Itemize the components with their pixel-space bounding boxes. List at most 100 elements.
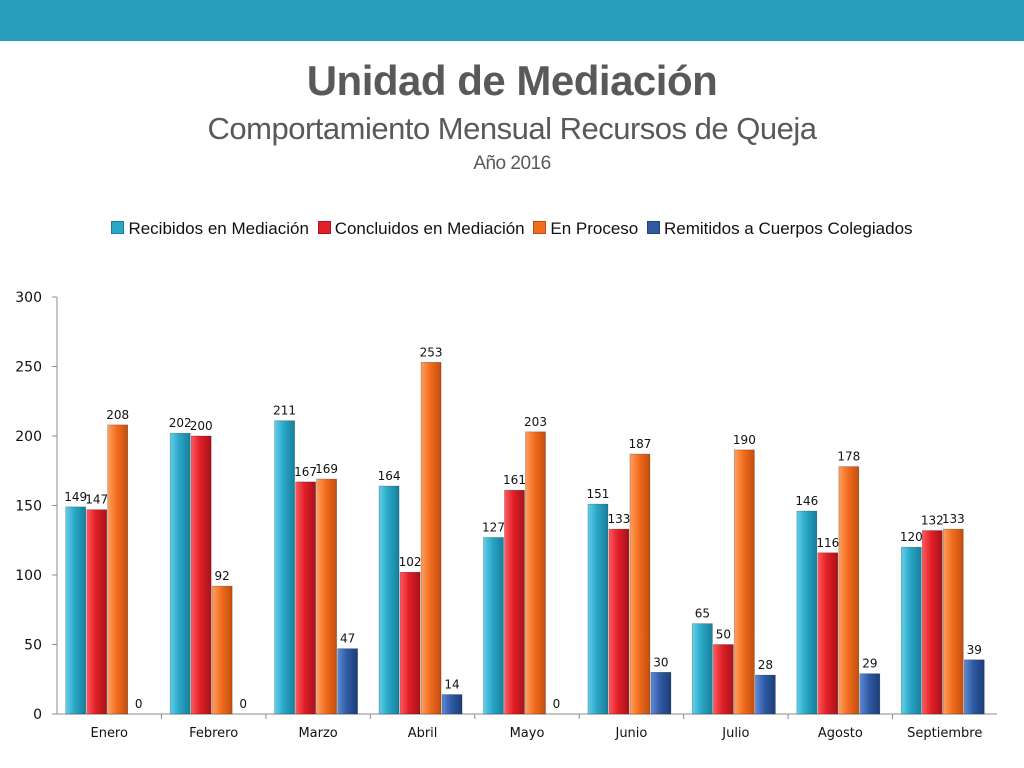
- data-label: 203: [524, 415, 547, 429]
- legend-item-en-proceso: En Proceso: [533, 219, 638, 239]
- data-label: 190: [733, 433, 756, 447]
- bar-recibidos-enero: [65, 506, 87, 715]
- data-label: 30: [653, 655, 668, 669]
- data-label: 146: [795, 494, 818, 508]
- x-tick-label: Enero: [90, 726, 128, 741]
- bar-recibidos-agosto: [796, 510, 818, 715]
- bar-remitidos-junio: [650, 671, 672, 715]
- x-tick-label: Mayo: [510, 726, 545, 741]
- top-accent-bar: [0, 0, 1024, 41]
- legend-item-remitidos: Remitidos a Cuerpos Colegiados: [647, 219, 913, 239]
- page-title: Unidad de Mediación: [306, 57, 718, 104]
- legend-label-concluidos: Concluidos en Mediación: [334, 219, 525, 238]
- y-tick-label: 100: [15, 568, 42, 584]
- bar-recibidos-septiembre: [900, 546, 922, 715]
- bar-recibidos-julio: [692, 623, 713, 715]
- data-label: 187: [628, 437, 651, 451]
- bar-en-enero: [107, 424, 129, 715]
- bar-en-febrero: [211, 585, 233, 715]
- data-label: 200: [190, 419, 213, 433]
- legend-label-remitidos: Remitidos a Cuerpos Colegiados: [664, 219, 913, 238]
- bar-en-marzo: [316, 478, 337, 715]
- bar-recibidos-marzo: [274, 420, 295, 715]
- data-label: 147: [85, 493, 108, 507]
- data-label: 14: [444, 678, 459, 692]
- bar-recibidos-mayo: [483, 537, 504, 715]
- legend-item-recibidos: Recibidos en Mediación: [111, 219, 309, 239]
- bar-remitidos-marzo: [337, 648, 358, 715]
- bar-recibidos-abril: [378, 485, 400, 715]
- bar-concluidos-abril: [399, 571, 421, 715]
- data-label: 211: [273, 404, 296, 418]
- legend-swatch-recibidos: [111, 221, 125, 234]
- data-label: 29: [862, 657, 877, 671]
- data-label: 28: [758, 658, 773, 672]
- data-label: 161: [503, 473, 526, 487]
- bar-concluidos-septiembre: [921, 530, 943, 715]
- data-label: 149: [64, 490, 87, 504]
- legend-swatch-en-proceso: [533, 221, 547, 234]
- bar-remitidos-agosto: [859, 673, 881, 715]
- bar-remitidos-septiembre: [963, 659, 985, 715]
- data-label: 0: [239, 697, 247, 711]
- data-label: 116: [816, 536, 839, 550]
- chart-legend: Recibidos en Mediación Concluidos en Med…: [0, 219, 1024, 239]
- legend-swatch-concluidos: [317, 221, 331, 234]
- data-label: 167: [294, 465, 317, 479]
- bar-concluidos-junio: [608, 528, 630, 715]
- data-label: 151: [586, 487, 609, 501]
- x-tick-label: Julio: [721, 726, 749, 741]
- data-label: 47: [340, 632, 355, 646]
- legend-item-concluidos: Concluidos en Mediación: [317, 219, 525, 239]
- bar-remitidos-abril: [441, 694, 463, 715]
- x-tick-label: Marzo: [298, 726, 337, 741]
- data-label: 253: [420, 345, 443, 359]
- data-label: 120: [900, 530, 923, 544]
- y-tick-label: 0: [33, 707, 42, 723]
- legend-label-en-proceso: En Proceso: [550, 219, 639, 238]
- bar-en-agosto: [838, 466, 860, 715]
- data-label: 92: [215, 569, 230, 583]
- y-tick-label: 250: [15, 360, 42, 376]
- bar-remitidos-julio: [755, 674, 776, 715]
- x-tick-label: Junio: [614, 726, 647, 741]
- bar-recibidos-febrero: [169, 432, 191, 715]
- data-label: 178: [837, 450, 860, 464]
- bar-en-septiembre: [942, 528, 964, 715]
- data-label: 133: [607, 512, 630, 526]
- data-label: 127: [482, 520, 505, 534]
- x-tick-label: Febrero: [189, 726, 238, 741]
- legend-swatch-remitidos: [647, 221, 660, 234]
- bar-concluidos-marzo: [295, 481, 316, 715]
- bar-concluidos-julio: [713, 644, 734, 715]
- y-tick-label: 200: [15, 429, 42, 445]
- data-label: 164: [378, 469, 401, 483]
- data-label: 65: [695, 607, 710, 621]
- data-label: 202: [169, 416, 192, 430]
- data-label: 133: [942, 512, 965, 526]
- data-label: 132: [921, 514, 944, 528]
- x-tick-label: Abril: [408, 726, 438, 741]
- bar-recibidos-junio: [587, 503, 609, 715]
- data-label: 102: [399, 555, 422, 569]
- bar-en-julio: [734, 449, 755, 715]
- data-label: 39: [967, 643, 982, 657]
- data-label: 169: [315, 462, 338, 476]
- x-tick-label: Septiembre: [907, 726, 982, 741]
- page-subtitle: Comportamiento Mensual Recursos de Queja: [207, 111, 817, 146]
- y-tick-label: 150: [15, 499, 42, 515]
- year-label: Año 2016: [473, 153, 551, 174]
- bar-concluidos-mayo: [504, 489, 525, 715]
- bar-en-junio: [629, 453, 651, 715]
- y-tick-label: 50: [24, 638, 42, 654]
- legend-label-recibidos: Recibidos en Mediación: [128, 219, 309, 238]
- x-tick-label: Agosto: [818, 726, 863, 741]
- bar-concluidos-febrero: [190, 435, 212, 715]
- bar-concluidos-agosto: [817, 552, 839, 715]
- bar-en-abril: [420, 362, 442, 715]
- data-label: 208: [106, 408, 129, 422]
- y-tick-label: 300: [15, 290, 42, 306]
- bar-en-mayo: [525, 431, 546, 715]
- bar-concluidos-enero: [86, 509, 108, 715]
